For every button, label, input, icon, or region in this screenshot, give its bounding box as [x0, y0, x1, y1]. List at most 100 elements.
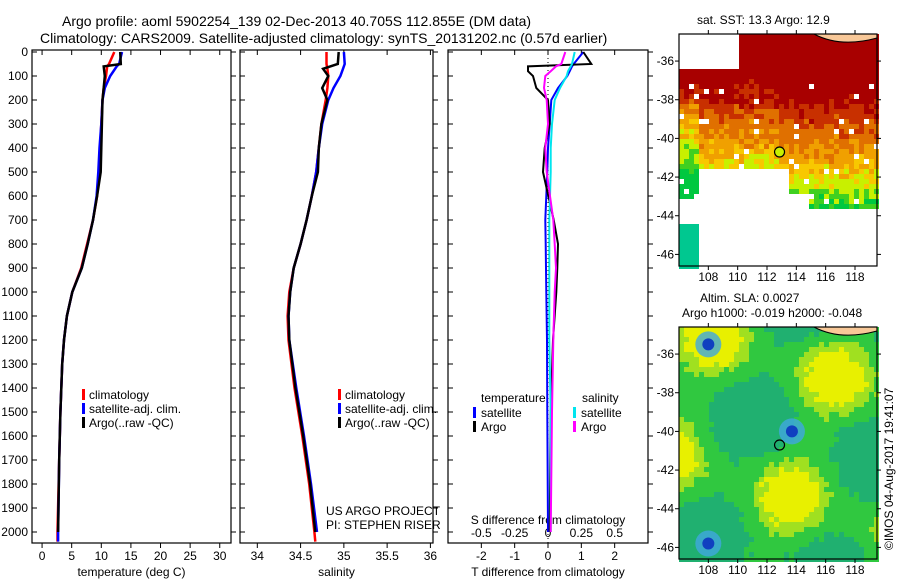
map-cell — [699, 392, 704, 397]
map-cell — [784, 407, 789, 412]
map-cell — [824, 487, 829, 492]
map-cell — [769, 34, 774, 39]
map-cell — [694, 452, 699, 457]
map-cell — [734, 412, 739, 417]
map-cell — [749, 94, 754, 99]
map-cell — [769, 457, 774, 462]
map-cell — [804, 532, 809, 537]
map-cell — [869, 527, 874, 532]
map-cell — [864, 447, 869, 452]
map-cell — [724, 239, 729, 244]
map-cell — [859, 447, 864, 452]
map-cell — [849, 44, 854, 49]
map-cell — [749, 64, 754, 69]
map-cell — [719, 397, 724, 402]
sla-low-core — [785, 425, 798, 438]
map-cell — [794, 327, 799, 332]
map-cell — [839, 487, 844, 492]
map-cell — [869, 467, 874, 472]
map-cell — [804, 184, 809, 189]
map-cell — [684, 547, 689, 552]
map-cell — [839, 209, 844, 214]
map-cell — [864, 472, 869, 477]
map-cell — [799, 44, 804, 49]
map-cell — [769, 507, 774, 512]
map-cell — [834, 392, 839, 397]
map-cell — [729, 229, 734, 234]
map-cell — [784, 164, 789, 169]
map-cell — [744, 422, 749, 427]
map-cell — [714, 59, 719, 64]
map-cell — [689, 487, 694, 492]
map-cell — [704, 502, 709, 507]
map-cell — [734, 94, 739, 99]
map-cell — [709, 392, 714, 397]
map-cell — [859, 179, 864, 184]
map-cell — [844, 159, 849, 164]
map-cell — [799, 372, 804, 377]
map-cell — [709, 229, 714, 234]
map-cell — [829, 149, 834, 154]
map-cell — [764, 367, 769, 372]
map-cell — [679, 502, 684, 507]
map-cell — [704, 387, 709, 392]
map-cell — [714, 239, 719, 244]
map-cell — [684, 94, 689, 99]
map-cell — [724, 94, 729, 99]
map-cell — [764, 447, 769, 452]
map-cell — [804, 159, 809, 164]
map-cell — [764, 372, 769, 377]
map-cell — [864, 69, 869, 74]
map-cell — [839, 512, 844, 517]
map-cell — [704, 497, 709, 502]
map-cell — [819, 512, 824, 517]
map-cell — [729, 522, 734, 527]
map-cell — [714, 492, 719, 497]
map-cell — [684, 437, 689, 442]
map-cell — [719, 99, 724, 104]
map-cell — [699, 119, 704, 124]
map-cell — [729, 392, 734, 397]
map-cell — [839, 214, 844, 219]
map-cell — [779, 184, 784, 189]
lat-tick-label: -36 — [657, 54, 675, 68]
map-cell — [759, 402, 764, 407]
map-cell — [864, 124, 869, 129]
map-cell — [769, 84, 774, 89]
map-cell — [814, 119, 819, 124]
map-cell — [779, 84, 784, 89]
map-cell — [699, 527, 704, 532]
map-cell — [784, 99, 789, 104]
map-cell — [734, 109, 739, 114]
map-cell — [759, 517, 764, 522]
map-cell — [694, 422, 699, 427]
map-cell — [744, 532, 749, 537]
map-cell — [704, 229, 709, 234]
map-cell — [834, 179, 839, 184]
map-cell — [834, 542, 839, 547]
map-cell — [829, 487, 834, 492]
map-cell — [714, 149, 719, 154]
map-cell — [799, 209, 804, 214]
map-cell — [694, 417, 699, 422]
map-cell — [724, 49, 729, 54]
y-tick-label: 900 — [8, 261, 28, 275]
map-cell — [729, 482, 734, 487]
map-cell — [769, 69, 774, 74]
map-cell — [694, 477, 699, 482]
map-cell — [699, 522, 704, 527]
map-cell — [779, 129, 784, 134]
map-cell — [834, 487, 839, 492]
map-cell — [694, 154, 699, 159]
map-cell — [819, 229, 824, 234]
map-cell — [689, 517, 694, 522]
map-cell — [689, 229, 694, 234]
map-cell — [789, 342, 794, 347]
map-cell — [814, 382, 819, 387]
map-cell — [709, 44, 714, 49]
map-cell — [824, 54, 829, 59]
map-cell — [814, 482, 819, 487]
map-cell — [729, 537, 734, 542]
map-cell — [809, 129, 814, 134]
map-cell — [749, 497, 754, 502]
